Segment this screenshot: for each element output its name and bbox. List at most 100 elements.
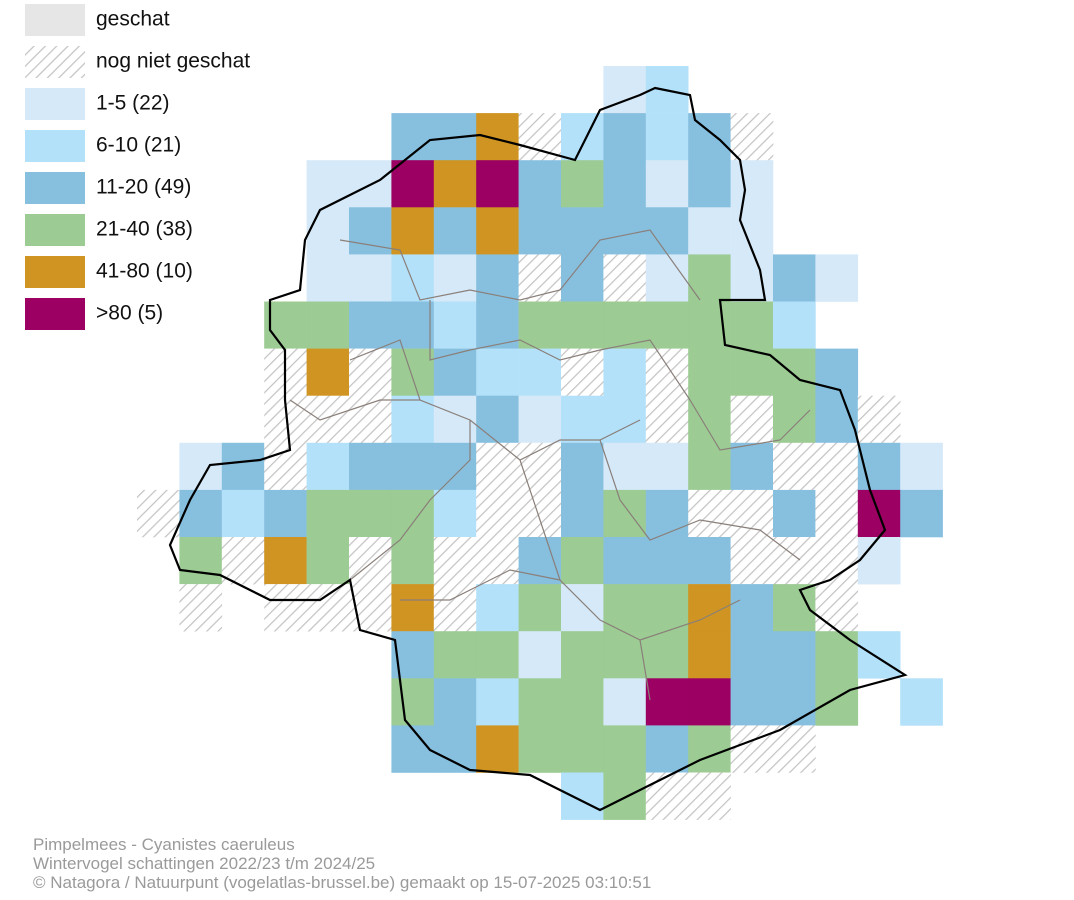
grid-cell (645, 725, 689, 773)
grid-cell (476, 678, 519, 726)
grid-cell (476, 254, 519, 302)
grid-cell (688, 489, 731, 538)
grid-cell (645, 631, 689, 679)
region-border (168, 86, 908, 812)
grid-cell (857, 395, 901, 444)
grid-cell (391, 725, 435, 773)
grid-cell (603, 254, 647, 302)
grid-cell (391, 348, 435, 396)
grid-cell (433, 160, 477, 208)
legend-swatch (25, 46, 85, 78)
grid-cell (645, 772, 689, 820)
grid-cell (900, 442, 943, 491)
grid-cell (730, 207, 774, 255)
grid-cell (518, 584, 562, 632)
grid-cell (645, 207, 689, 255)
grid-cell (561, 160, 604, 208)
legend-swatch (25, 4, 85, 36)
grid-cell (561, 725, 604, 773)
legend-swatch (25, 256, 85, 288)
grid-cell (815, 631, 859, 679)
grid-cell (433, 207, 477, 255)
grid-cell (349, 442, 392, 491)
grid-cell (688, 254, 731, 302)
grid-cell (306, 348, 350, 396)
grid-cell (857, 537, 901, 585)
grid-cell (815, 678, 859, 726)
grid-cell (518, 725, 562, 773)
grid-cell (349, 489, 392, 538)
grid-cell (476, 442, 519, 491)
grid-cell (773, 442, 816, 491)
grid-cell (730, 678, 774, 726)
grid-cell (773, 725, 816, 773)
grid-cell (561, 489, 604, 538)
grid-cell (730, 301, 774, 349)
grid-cell (688, 160, 731, 208)
grid-cell (518, 537, 562, 585)
grid-cell (815, 584, 859, 632)
grid-cell (518, 301, 562, 349)
grid-cell (518, 631, 562, 679)
grid-cell (730, 254, 774, 302)
legend-label: geschat (96, 8, 170, 31)
grid-cell (518, 395, 562, 444)
grid-cell (645, 254, 689, 302)
legend-label: nog niet geschat (96, 50, 250, 73)
grid-cell (645, 442, 689, 491)
legend-label: 41-80 (10) (96, 260, 193, 283)
grid-cell (306, 301, 350, 349)
grid-cell (730, 160, 774, 208)
grid-cell (221, 537, 265, 585)
grid-cell (306, 489, 350, 538)
grid-cell (815, 442, 859, 491)
grid-cell (306, 537, 350, 585)
grid-cell (773, 631, 816, 679)
grid-cell (773, 254, 816, 302)
grid-cell (603, 772, 647, 820)
grid-cell (476, 395, 519, 444)
grid-cell (603, 631, 647, 679)
grid-cell (433, 537, 477, 585)
grid-cell (730, 631, 774, 679)
grid-cell (561, 678, 604, 726)
grid-cell (433, 678, 477, 726)
grid-cell (730, 537, 774, 585)
grid-cell (476, 113, 519, 161)
grid-cell (476, 160, 519, 208)
grid-cell (603, 489, 647, 538)
grid-cell (603, 584, 647, 632)
grid-cell (773, 489, 816, 538)
footer-line: Pimpelmees - Cyanistes caeruleus (33, 835, 295, 854)
grid-cell (306, 442, 350, 491)
footer-line: © Natagora / Natuurpunt (vogelatlas-brus… (33, 873, 651, 892)
grid-cell (264, 442, 307, 491)
grid-cell (688, 442, 731, 491)
grid-cell (603, 725, 647, 773)
grid-cell (349, 254, 392, 302)
grid-cell (603, 395, 647, 444)
grid-cell (561, 442, 604, 491)
grid-cell (688, 395, 731, 444)
grid-cell (603, 207, 647, 255)
grid-cell (349, 207, 392, 255)
grid-cell (561, 631, 604, 679)
grid-cell (688, 207, 731, 255)
grid-cell (815, 254, 859, 302)
grid-cell (561, 584, 604, 632)
grid-cell (688, 631, 731, 679)
grid-cell (561, 348, 604, 396)
grid-cell (561, 537, 604, 585)
grid-cell (603, 301, 647, 349)
grid-cell (306, 584, 350, 632)
grid-cell (688, 678, 731, 726)
grid-cell (349, 301, 392, 349)
grid-cell (645, 489, 689, 538)
grid-cell (476, 725, 519, 773)
grid-cell (561, 395, 604, 444)
grid-cell (391, 254, 435, 302)
grid-cell (730, 584, 774, 632)
footer-line: Wintervogel schattingen 2022/23 t/m 2024… (33, 854, 375, 873)
legend-swatch (25, 172, 85, 204)
